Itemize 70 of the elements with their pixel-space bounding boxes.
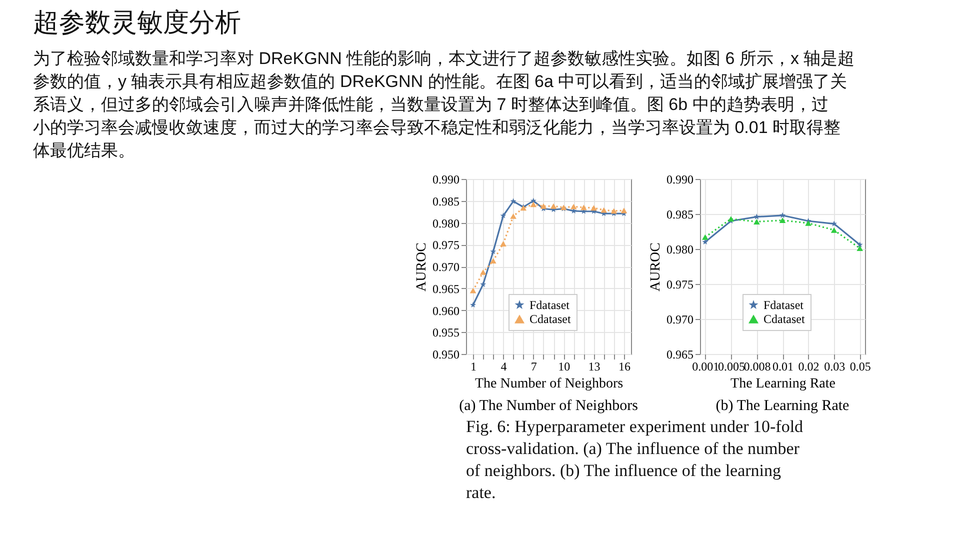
point bbox=[530, 198, 536, 204]
point bbox=[779, 212, 786, 218]
point bbox=[830, 227, 838, 233]
y-tick-label: 0.970 bbox=[432, 260, 460, 274]
point bbox=[779, 218, 786, 224]
legend-label: Fdataset bbox=[764, 298, 804, 312]
y-tick-label: 0.990 bbox=[432, 172, 460, 186]
y-tick-label: 0.975 bbox=[666, 278, 694, 292]
x-tick-label: 0.001 bbox=[692, 360, 720, 374]
y-tick-label: 0.985 bbox=[666, 208, 694, 222]
x-tick-label: 0.005 bbox=[718, 360, 745, 374]
point bbox=[490, 258, 496, 264]
y-tick-label: 0.955 bbox=[432, 326, 460, 340]
text: (a) The Number of Neighbors bbox=[459, 398, 638, 414]
y-tick-label: 0.980 bbox=[666, 242, 694, 256]
x-tick-label: 10 bbox=[558, 360, 570, 374]
point bbox=[530, 202, 537, 208]
point bbox=[500, 241, 506, 246]
point bbox=[600, 207, 607, 213]
point bbox=[590, 205, 597, 211]
point bbox=[470, 288, 476, 294]
legend-label: Cdataset bbox=[764, 312, 806, 326]
point bbox=[754, 218, 760, 224]
legend-label: Cdataset bbox=[530, 312, 572, 326]
x-tick-label: 0.02 bbox=[798, 360, 820, 374]
point bbox=[831, 220, 838, 226]
point bbox=[490, 248, 496, 254]
legend-label: Fdataset bbox=[530, 298, 570, 312]
y-tick-label: 0.965 bbox=[666, 348, 694, 362]
x-tick-label: 7 bbox=[530, 360, 537, 374]
y-tick-label: 0.980 bbox=[432, 216, 460, 230]
y-tick-label: 0.950 bbox=[432, 348, 460, 362]
y-axis-title: AUROC bbox=[414, 242, 430, 292]
point bbox=[620, 208, 628, 214]
point bbox=[500, 212, 506, 218]
x-tick-label: 0.008 bbox=[744, 360, 771, 374]
y-axis-title: AUROC bbox=[648, 242, 664, 292]
point bbox=[570, 204, 577, 210]
text: 超参数灵敏度分析 bbox=[33, 7, 241, 37]
y-tick-label: 0.975 bbox=[432, 238, 460, 252]
point bbox=[550, 203, 557, 209]
caption: Fig. 6: Hyperparameter experiment under 10-fold cross-validation. (a) The influence of the number of neighbors. (b) The influence of the learning rate. bbox=[466, 417, 804, 502]
point bbox=[510, 213, 516, 219]
point bbox=[480, 269, 486, 275]
x-axis-title: The Learning Rate bbox=[730, 376, 836, 392]
point bbox=[470, 302, 476, 308]
point bbox=[580, 204, 587, 210]
x-axis-title: The Number of Neighbors bbox=[474, 376, 624, 392]
point bbox=[805, 220, 812, 226]
x-tick-label: 0.03 bbox=[824, 360, 846, 374]
point bbox=[540, 203, 547, 209]
point bbox=[610, 208, 618, 214]
y-tick-label: 0.990 bbox=[666, 172, 694, 186]
text: 为了检验邻域数量和学习率对 DReKGNN 性能的影响，本文进行了超参数敏感性实验。如图 6 所示，x 轴是超参数的值，y 轴表示具有相应超参数值的 DReKGNN 的性能。在图 6a 中可以看到，适当的邻域扩展增强了关系语义，但过多的邻域会引入噪声并降低性能，当数量设置为 7 时整体达到峰值。图 6b 中的趋势表明，过小的学习率会减慢收敛速度，而过大的学习率会导致不稳定性和弱泛化能力，当学习率设置为 0.01 时取得整体最优结果。 bbox=[33, 49, 855, 160]
x-tick-label: 0.01 bbox=[772, 360, 794, 374]
point bbox=[856, 246, 864, 252]
point bbox=[480, 281, 486, 287]
x-tick-label: 1 bbox=[470, 360, 477, 374]
point bbox=[754, 214, 760, 220]
x-tick-label: 0.05 bbox=[850, 360, 871, 374]
point bbox=[702, 234, 708, 240]
y-tick-label: 0.960 bbox=[432, 304, 460, 318]
text: (b) The Learning Rate bbox=[716, 398, 850, 414]
x-tick-label: 16 bbox=[618, 360, 630, 374]
point bbox=[510, 198, 516, 204]
y-tick-label: 0.970 bbox=[666, 312, 694, 326]
y-tick-label: 0.965 bbox=[432, 282, 460, 296]
y-tick-label: 0.985 bbox=[432, 194, 460, 208]
x-tick-label: 4 bbox=[500, 360, 507, 374]
x-tick-label: 13 bbox=[588, 360, 600, 374]
